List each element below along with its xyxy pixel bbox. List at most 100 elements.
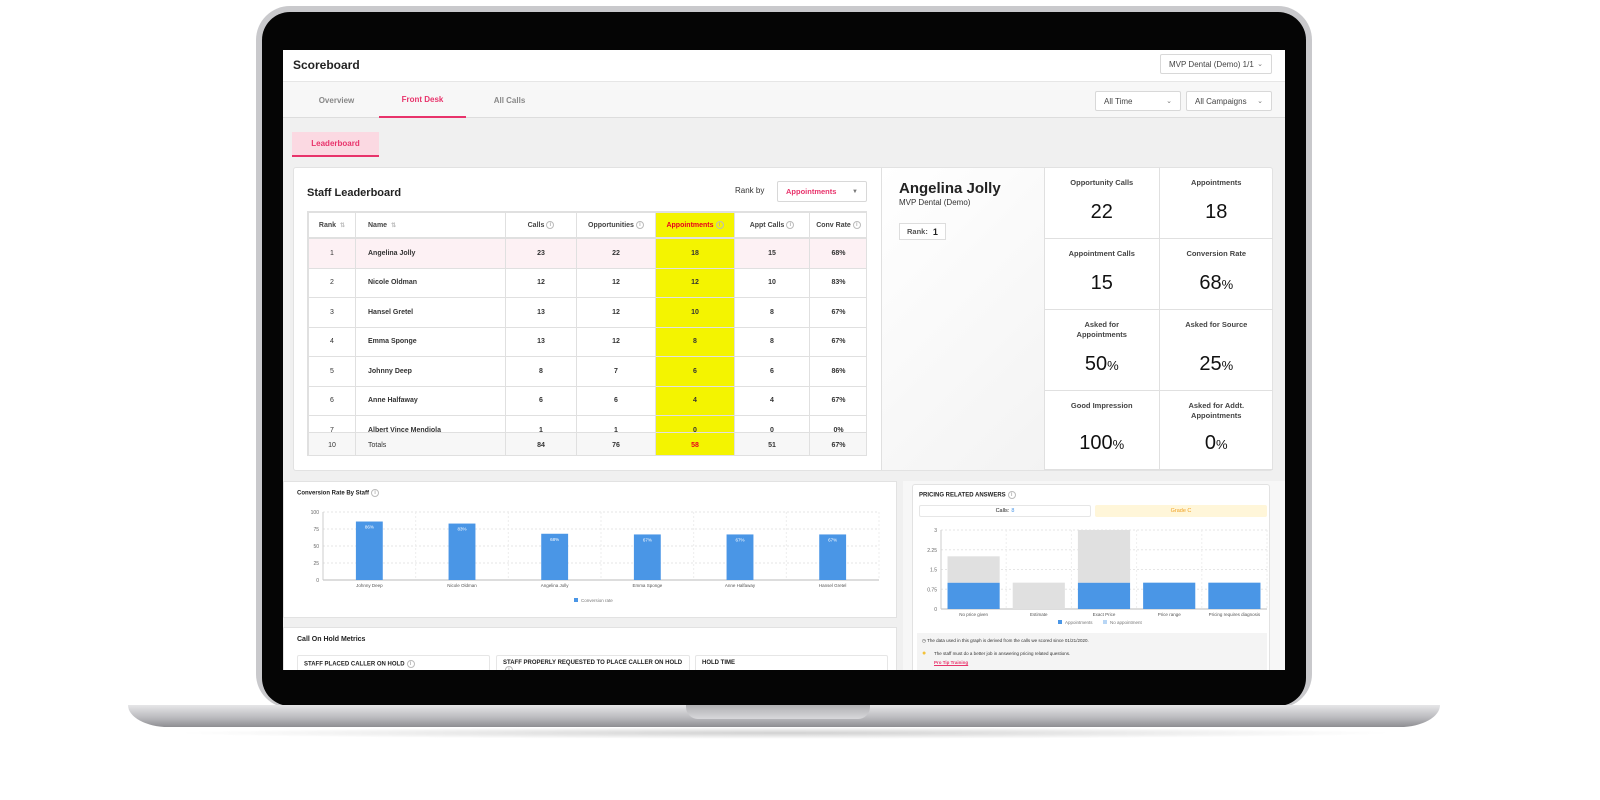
legend-swatch (1058, 620, 1062, 624)
column-header[interactable]: Conv Rate i (809, 212, 866, 238)
sort-icon[interactable]: ⇅ (391, 222, 397, 229)
tab-all-calls[interactable]: All Calls (493, 95, 526, 105)
table-cell: 6 (655, 356, 735, 387)
tab-overview[interactable]: Overview (318, 95, 355, 105)
rank-by-label: Rank by (735, 186, 765, 195)
table-row[interactable]: 1 Angelina Jolly 23 22 18 15 68% (308, 238, 866, 269)
stat-label: Asked for Addt. Appointments (1188, 401, 1245, 420)
table-row[interactable]: 6 Anne Halfaway 6 6 4 4 67% (308, 385, 866, 416)
info-icon[interactable]: i (505, 666, 513, 670)
totals-cell: 84 (505, 432, 577, 455)
info-icon[interactable]: i (371, 489, 380, 497)
info-icon[interactable]: i (715, 221, 724, 229)
info-icon[interactable]: i (635, 221, 644, 229)
campaign-filter-select[interactable]: All Campaigns ⌄ (1186, 91, 1272, 111)
pricing-card: PRICING RELATED ANSWERS i Calls: 8 Grade C… (912, 484, 1270, 670)
bar (541, 533, 569, 580)
column-header[interactable]: Opportunities i (576, 212, 656, 238)
table-cell: 6 (308, 385, 356, 416)
table-cell: 67% (809, 385, 866, 416)
subtab-leaderboard[interactable]: Leaderboard (292, 132, 379, 157)
stat-number: 50 (1084, 353, 1108, 375)
table-cell: 12 (576, 326, 656, 357)
hold-metrics-title: Call On Hold Metrics (297, 636, 366, 643)
bar (355, 521, 383, 580)
info-icon[interactable]: i (546, 221, 555, 229)
bar (1077, 530, 1131, 583)
x-tick-label: Angelina Jolly (541, 583, 570, 588)
caret-down-icon: ▼ (852, 188, 858, 195)
stat-number: 15 (1090, 272, 1113, 294)
stat-label: Appointment Calls (1068, 249, 1135, 258)
account-select[interactable]: MVP Dental (Demo) 1/1 ⌄ (1160, 54, 1272, 74)
rank-by-value: Appointments (786, 187, 837, 196)
rank-by-select[interactable]: Appointments ▼ (777, 181, 867, 202)
table-cell: 7 (308, 415, 356, 432)
chevron-down-icon: ⌄ (1257, 61, 1263, 68)
table-cell: 22 (576, 238, 656, 269)
stat-value: 15 (1091, 272, 1113, 295)
table-cell: Albert Vince Mendiola (355, 415, 506, 432)
table-cell: 4 (655, 385, 735, 416)
table-row[interactable]: 5 Johnny Deep 8 7 6 6 86% (308, 356, 866, 387)
y-tick-label: 0 (316, 578, 319, 584)
table-cell: 6 (505, 385, 577, 416)
column-header[interactable]: Appt Calls i (734, 212, 810, 238)
table-cell: 15 (734, 238, 810, 269)
stat-value: 18 (1205, 201, 1227, 224)
table-cell: 0 (655, 415, 735, 432)
chevron-down-icon: ⌄ (1166, 98, 1172, 105)
stat-tile: Opportunity Calls 22 (1044, 168, 1159, 239)
column-header[interactable]: Appointments i (655, 212, 735, 238)
stat-label: Conversion Rate (1186, 249, 1247, 258)
calls-value: 8 (1011, 508, 1015, 514)
table-cell: 12 (576, 297, 656, 328)
table-row[interactable]: 4 Emma Sponge 13 12 8 8 67% (308, 326, 866, 357)
grade-badge: Grade C (1095, 505, 1267, 517)
laptop-shadow (170, 727, 1400, 739)
table-row[interactable]: 2 Nicole Oldman 12 12 12 10 83% (308, 267, 866, 298)
hold-box-label: HOLD TIME (702, 660, 735, 666)
legend-label: No appointment (1110, 620, 1143, 625)
stat-tile: Good Impression 100% (1044, 391, 1159, 470)
rank-label: Rank: (907, 227, 928, 236)
x-tick-label: Price range (1158, 612, 1182, 617)
info-icon[interactable]: i (406, 660, 415, 668)
table-row[interactable]: 3 Hansel Gretel 13 12 10 8 67% (308, 297, 866, 328)
tab-bar: Overview Front Desk All Calls All Time ⌄ … (283, 82, 1285, 118)
info-icon[interactable]: i (786, 221, 795, 229)
stat-tile: Appointment Calls 15 (1044, 239, 1159, 310)
table-cell: 8 (505, 356, 577, 387)
stat-tile: Asked for Appointments 50% (1044, 310, 1159, 391)
info-icon[interactable]: i (852, 221, 861, 229)
stat-unit: % (1112, 437, 1125, 452)
bar (1077, 582, 1131, 609)
calls-label: Calls: (995, 508, 1010, 514)
y-tick-label: 25 (313, 561, 319, 567)
table-cell: 8 (655, 326, 735, 357)
rank-value: 1 (932, 226, 938, 237)
totals-cell: 67% (809, 432, 866, 455)
table-row[interactable]: 7 Albert Vince Mendiola 1 1 0 0 0% (308, 415, 866, 432)
data-label: 67% (643, 537, 652, 542)
totals-row: 10 Totals 84 76 58 51 67% (308, 432, 866, 455)
sort-icon[interactable]: ⇅ (340, 222, 346, 229)
table-body-scroll[interactable]: 1 Angelina Jolly 23 22 18 15 68% 2 Nicole Oldman… (308, 238, 866, 432)
column-header[interactable]: Calls i (505, 212, 577, 238)
info-icon[interactable]: i (1007, 491, 1016, 499)
column-header[interactable]: Rank ⇅ (308, 212, 356, 238)
legend-swatch (1103, 620, 1107, 624)
pro-tip-training-link[interactable]: Pro Tip Training (934, 660, 969, 665)
leaderboard-table-wrap[interactable]: Rank ⇅ Name ⇅ Calls i Opportunities i Appointmen… (307, 211, 867, 456)
hold-box-time: HOLD TIME (695, 655, 888, 670)
time-filter-select[interactable]: All Time ⌄ (1095, 91, 1181, 111)
calls-count-box: Calls: 8 (919, 505, 1091, 517)
table-cell: Anne Halfaway (355, 385, 506, 416)
tab-front-desk[interactable]: Front Desk (379, 82, 466, 118)
table-cell: 1 (505, 415, 577, 432)
table-cell: 10 (655, 297, 735, 328)
column-header[interactable]: Name ⇅ (355, 212, 506, 238)
pricing-chart: 0 0.75 1.5 2.25 3 No price given Estimate Exact… (927, 528, 1268, 625)
table-cell: Hansel Gretel (355, 297, 506, 328)
data-label: 86% (365, 525, 374, 530)
